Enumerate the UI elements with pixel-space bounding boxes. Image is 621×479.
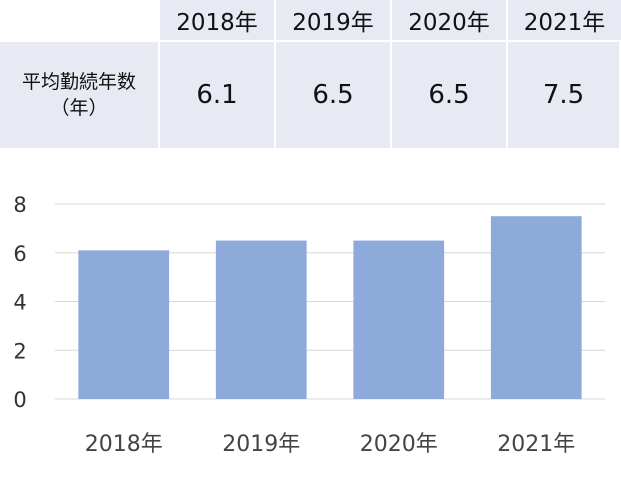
x-tick-label-3: 2021年 [497,432,575,457]
x-tick-label-1: 2019年 [222,432,300,457]
bar-2 [353,240,445,399]
data-table: 2018年 2019年 2020年 2021年 平均勤続年数 （年） 6.1 6… [0,0,621,148]
y-tick-label-4: 4 [13,291,26,315]
x-tick-label-0: 2018年 [85,432,163,457]
y-tick-label-8: 8 [13,193,26,217]
table-header-2019: 2019年 [276,0,392,42]
row-label-line2: （年） [50,97,108,119]
table-header-empty [0,0,160,42]
row-label: 平均勤続年数 （年） [0,42,160,148]
bar-0 [78,250,170,399]
y-tick-label-0: 0 [13,388,26,412]
bar-3 [490,216,582,399]
table-value-2019: 6.5 [276,42,392,148]
x-tick-label-2: 2020年 [360,432,438,457]
y-tick-label-2: 2 [13,339,26,363]
table-value-2020: 6.5 [392,42,508,148]
table-value-2021: 7.5 [508,42,621,148]
bar-chart: 0 2 4 6 8 2018年 2019年 2020年 2021年 [13,193,605,457]
table-header-2021: 2021年 [508,0,621,42]
table-value-row: 平均勤続年数 （年） 6.1 6.5 6.5 7.5 [0,42,621,148]
bar-1 [215,240,307,399]
table-header-row: 2018年 2019年 2020年 2021年 [0,0,621,42]
table-header-2020: 2020年 [392,0,508,42]
y-tick-label-6: 6 [13,242,26,266]
table-value-2018: 6.1 [160,42,276,148]
table-header-2018: 2018年 [160,0,276,42]
row-label-line1: 平均勤続年数 [21,71,136,93]
